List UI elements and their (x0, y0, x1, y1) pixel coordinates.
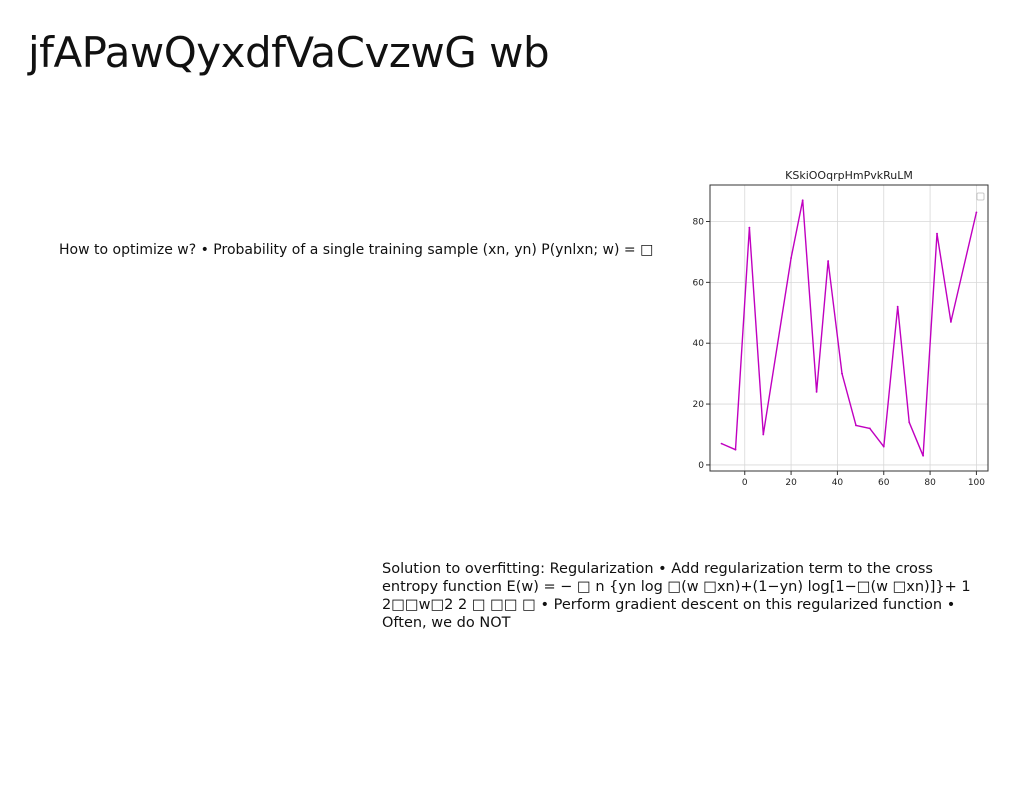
x-tick-label: 100 (968, 478, 985, 488)
y-tick-label: 0 (698, 461, 704, 471)
data-point (908, 421, 911, 424)
x-tick-label: 40 (832, 478, 844, 488)
y-tick-label: 20 (693, 400, 705, 410)
text-block-optimize: How to optimize w? • Probability of a si… (59, 242, 654, 258)
legend-box (976, 192, 985, 201)
line-chart: KSkiOOqrpHmPvkRuLM 0 20 40 60 80 100 0 20 40 60 80 (693, 169, 989, 488)
x-tick-label: 80 (924, 478, 936, 488)
y-tick-label: 40 (693, 339, 705, 349)
x-tick-label: 0 (742, 478, 748, 488)
data-point (734, 448, 737, 451)
data-point (975, 211, 978, 214)
data-point (950, 321, 952, 323)
data-point (882, 445, 885, 448)
series-line (721, 199, 978, 457)
data-point (801, 199, 804, 202)
data-point (896, 305, 899, 308)
data-point (922, 454, 925, 457)
data-point (790, 257, 792, 259)
line-chart-figure: KSkiOOqrpHmPvkRuLM 0 20 40 60 80 100 0 20 40 60 80 (690, 162, 1000, 492)
y-tick-label: 80 (693, 218, 705, 228)
y-tick-label: 60 (693, 278, 705, 288)
data-point (762, 433, 765, 436)
slide-title: jfAPawQyxdfVaCvzwG wb (28, 28, 550, 77)
data-point (855, 424, 857, 427)
data-point (936, 232, 938, 235)
x-tick-label: 20 (785, 478, 797, 488)
chart-title: KSkiOOqrpHmPvkRuLM (785, 169, 913, 182)
data-point (815, 390, 818, 393)
data-point (868, 427, 871, 430)
x-tick-label: 60 (878, 478, 890, 488)
data-point (720, 442, 723, 445)
text-block-regularization: Solution to overfitting: Regularization … (382, 561, 971, 631)
data-point (748, 226, 751, 229)
plot-frame (709, 184, 989, 472)
data-point (841, 372, 843, 375)
data-point (827, 260, 830, 262)
